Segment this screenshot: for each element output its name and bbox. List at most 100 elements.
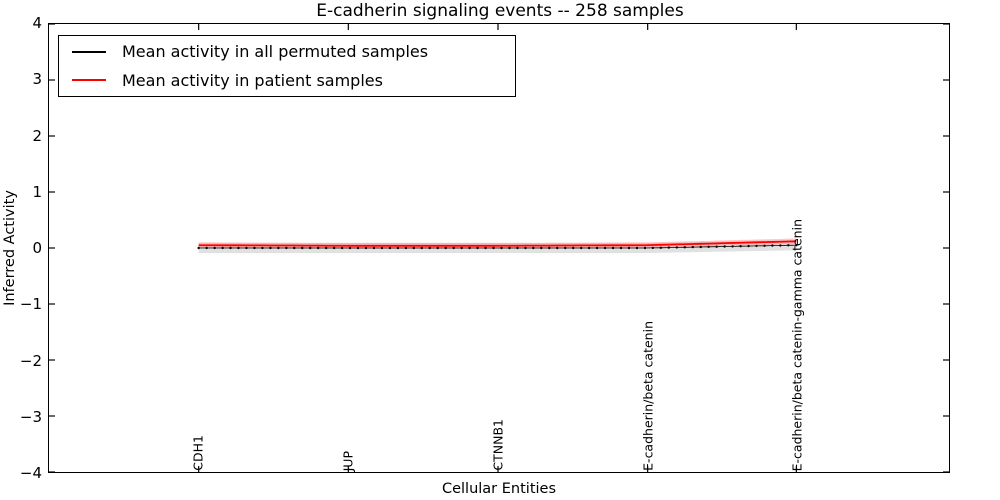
series-marker <box>643 246 647 250</box>
series-marker <box>659 246 663 249</box>
series-marker <box>707 245 710 248</box>
series-marker <box>412 246 415 250</box>
series-marker <box>340 246 344 250</box>
series-marker <box>460 246 463 250</box>
legend-line-sample-red <box>72 79 106 82</box>
series-marker <box>245 246 248 250</box>
series-marker <box>540 246 543 250</box>
series-marker <box>580 246 583 250</box>
series-marker <box>213 246 216 250</box>
series-marker <box>564 246 567 250</box>
series-marker <box>516 246 519 250</box>
y-tick-label: 1 <box>32 183 42 201</box>
series-marker <box>436 246 439 250</box>
series-marker <box>771 244 774 247</box>
series-marker <box>691 245 694 249</box>
series-marker <box>795 244 798 247</box>
series-marker <box>699 245 702 249</box>
series-marker <box>277 246 280 250</box>
series-marker <box>468 246 471 250</box>
series-marker <box>747 244 750 248</box>
series-marker <box>396 246 400 250</box>
y-tick-label: −4 <box>19 464 42 482</box>
series-marker <box>779 244 782 247</box>
series-marker <box>524 246 527 250</box>
series-marker <box>348 246 352 250</box>
x-tick-label: CTNNB1 <box>490 419 506 471</box>
series-marker <box>253 246 256 250</box>
y-tick-label: 4 <box>32 14 42 32</box>
y-tick-label: −2 <box>19 352 42 370</box>
plot-svg <box>49 24 949 472</box>
series-marker <box>372 246 376 250</box>
series-marker <box>603 246 607 250</box>
series-marker <box>301 246 304 250</box>
series-marker <box>595 246 599 250</box>
series-marker <box>715 245 718 248</box>
series-marker <box>444 246 447 250</box>
series-marker <box>500 246 503 250</box>
chart-title: E-cadherin signaling events -- 258 sampl… <box>316 1 684 21</box>
series-marker <box>428 246 431 250</box>
legend: Mean activity in all permuted samples Me… <box>58 35 516 97</box>
series-marker <box>420 246 423 250</box>
series-marker <box>667 246 671 249</box>
series-marker <box>755 244 758 248</box>
series-line-1 <box>198 240 797 247</box>
series-marker <box>332 246 336 250</box>
legend-label: Mean activity in all permuted samples <box>122 42 429 62</box>
x-axis-label: Cellular Entities <box>441 481 557 497</box>
series-marker <box>572 246 575 250</box>
series-marker <box>587 246 591 250</box>
series-marker <box>723 245 726 248</box>
legend-item-patient: Mean activity in patient samples <box>59 67 515 93</box>
series-marker <box>627 246 631 250</box>
series-marker <box>285 246 288 250</box>
series-marker <box>611 246 615 250</box>
series-marker <box>484 246 487 250</box>
y-tick-label: 3 <box>32 70 42 88</box>
series-marker <box>221 246 224 250</box>
series-marker <box>380 246 384 250</box>
series-marker <box>364 246 368 250</box>
series-marker <box>317 246 320 250</box>
legend-item-permuted: Mean activity in all permuted samples <box>59 39 515 65</box>
series-marker <box>731 245 734 248</box>
series-marker <box>675 246 679 249</box>
series-marker <box>548 246 551 250</box>
y-tick-label: 2 <box>32 127 42 145</box>
series-marker <box>763 244 766 248</box>
x-tick-label: CDH1 <box>190 435 206 471</box>
series-marker <box>556 246 559 250</box>
y-tick-label: −1 <box>19 295 42 313</box>
series-marker <box>261 246 264 250</box>
y-tick-label: 0 <box>32 239 42 257</box>
plot-area: Mean activity in all permuted samples Me… <box>48 23 950 473</box>
series-marker <box>197 246 200 250</box>
series-line-0 <box>198 244 797 249</box>
series-marker <box>205 246 208 250</box>
series-marker <box>683 246 686 249</box>
y-tick-label: −3 <box>19 408 42 426</box>
series-marker <box>237 246 240 250</box>
series-marker <box>404 246 408 250</box>
series-marker <box>452 246 455 250</box>
series-marker <box>388 246 392 250</box>
series-marker <box>269 246 272 250</box>
series-marker <box>309 246 312 250</box>
series-marker <box>532 246 535 250</box>
series-marker <box>492 246 495 250</box>
series-marker <box>229 246 232 250</box>
series-marker <box>619 246 623 250</box>
x-tick-label: E-cadherin/beta catenin-gamma catenin <box>789 218 805 471</box>
series-marker <box>293 246 296 250</box>
series-marker <box>787 244 790 247</box>
series-marker <box>476 246 479 250</box>
legend-label: Mean activity in patient samples <box>122 70 383 90</box>
series-marker <box>739 245 742 248</box>
series-marker <box>324 246 328 250</box>
series-marker <box>635 246 639 250</box>
x-tick-label: E-cadherin/beta catenin <box>640 321 656 471</box>
series-marker <box>651 246 655 250</box>
